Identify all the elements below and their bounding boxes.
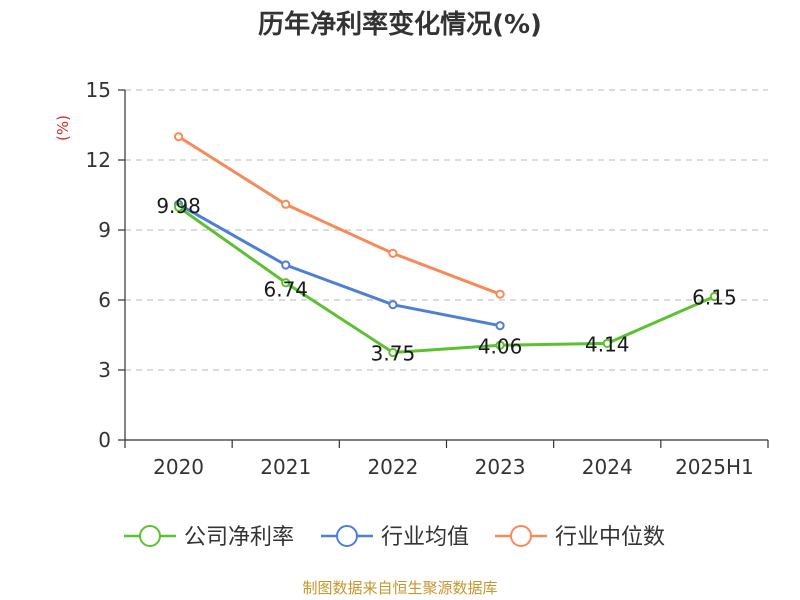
x-tick-label: 2022 [367, 455, 418, 479]
data-point [602, 338, 612, 348]
legend-marker [139, 525, 161, 547]
axis-layer: 0 3 6 9 12 15 (%) 2020 2021 2022 2023 2024 2025H1 [54, 78, 769, 479]
data-point [709, 291, 720, 302]
y-tick-label: 3 [98, 358, 111, 382]
legend-layer: 公司净利率 行业均值 行业中位数 [124, 525, 665, 550]
x-tick-label: 2021 [260, 455, 311, 479]
series-line-3 [177, 135, 501, 296]
legend-label: 公司净利率 [184, 525, 294, 550]
x-tick-label: 2023 [475, 455, 526, 479]
grid-layer [125, 89, 768, 371]
y-tick-label: 15 [86, 78, 111, 102]
x-tick-label: 2025H1 [675, 455, 754, 479]
legend-label: 行业均值 [381, 525, 469, 550]
data-label: 3.75 [371, 342, 416, 366]
data-label: 4.14 [585, 332, 630, 356]
x-tick-label: 2024 [582, 455, 633, 479]
y-tick-label: 6 [98, 288, 111, 312]
label-layer: 9.98 6.74 3.75 4.06 4.14 6.15 [156, 194, 736, 365]
legend-marker [336, 525, 358, 547]
data-label: 9.98 [156, 194, 201, 218]
legend-label: 行业中位数 [555, 525, 665, 550]
data-point [173, 132, 184, 142]
data-label: 6.15 [692, 286, 737, 310]
series-layer [173, 132, 720, 358]
data-point [495, 289, 505, 299]
chart-title: 历年净利率变化情况(%) [258, 10, 542, 40]
data-point [281, 260, 291, 270]
y-tick-label: 12 [86, 148, 111, 172]
y-axis-label: (%) [54, 115, 72, 141]
data-point [495, 340, 505, 350]
data-source-note: 制图数据来自恒生聚源数据库 [302, 579, 498, 597]
data-point [495, 321, 505, 331]
data-point [388, 347, 398, 358]
data-label: 6.74 [263, 278, 308, 302]
x-tick-label: 2020 [153, 455, 204, 479]
data-point [281, 199, 291, 209]
y-tick-label: 9 [98, 218, 111, 242]
data-point [388, 300, 398, 310]
data-label: 4.06 [478, 334, 523, 358]
data-point [173, 202, 184, 212]
data-point [388, 248, 398, 258]
data-point [281, 278, 291, 288]
legend-marker [510, 525, 532, 547]
series-line-1 [177, 205, 716, 354]
y-tick-label: 0 [98, 428, 111, 452]
series-line-2 [177, 203, 501, 328]
